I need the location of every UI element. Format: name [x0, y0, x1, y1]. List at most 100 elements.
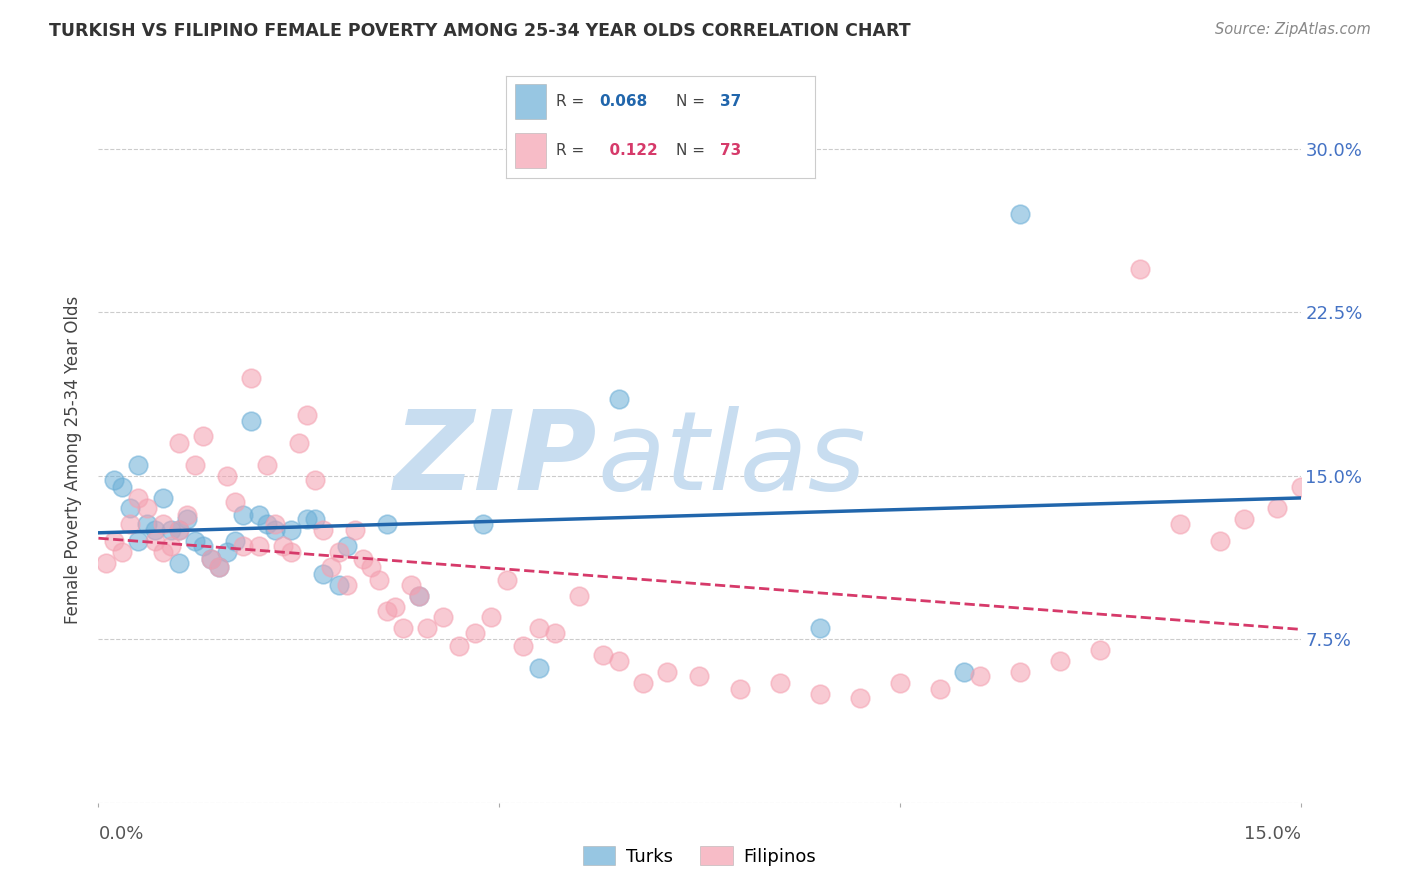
Point [689, 669, 711, 683]
Point [239, 370, 262, 384]
Bar [516, 133, 547, 168]
Point [360, 560, 382, 574]
Point [728, 682, 751, 697]
Point [529, 621, 551, 635]
Point [167, 556, 190, 570]
Point [769, 676, 792, 690]
Point [191, 429, 214, 443]
Text: 0.122: 0.122 [599, 144, 658, 158]
Point [208, 560, 231, 574]
Text: N =: N = [676, 94, 710, 109]
Text: 37: 37 [720, 94, 741, 109]
Point [1209, 534, 1232, 549]
Point [408, 589, 430, 603]
Point [103, 534, 125, 549]
Point [232, 508, 254, 522]
Point [399, 578, 422, 592]
Point [657, 665, 679, 679]
Text: R =: R = [555, 94, 589, 109]
Point [312, 566, 335, 581]
Point [295, 408, 318, 422]
Point [224, 495, 246, 509]
Point [176, 512, 198, 526]
Point [343, 523, 366, 537]
Point [416, 621, 439, 635]
Point [953, 665, 976, 679]
Point [408, 589, 430, 603]
Point [512, 639, 534, 653]
Point [464, 625, 486, 640]
Point [143, 523, 166, 537]
Text: N =: N = [676, 144, 710, 158]
Point [1010, 207, 1032, 221]
Point [111, 545, 134, 559]
Point [271, 539, 294, 553]
Point [1088, 643, 1111, 657]
Point [1170, 516, 1192, 531]
Point [384, 599, 406, 614]
Point [247, 539, 270, 553]
Point [152, 545, 174, 559]
Legend: Turks, Filipinos: Turks, Filipinos [575, 839, 824, 872]
Point [159, 523, 181, 537]
Point [336, 578, 359, 592]
Point [375, 604, 398, 618]
Point [929, 682, 952, 697]
Point [224, 534, 246, 549]
Point [111, 480, 134, 494]
Text: atlas: atlas [598, 406, 866, 513]
Point [312, 523, 335, 537]
Text: Source: ZipAtlas.com: Source: ZipAtlas.com [1215, 22, 1371, 37]
Point [191, 539, 214, 553]
Point [496, 574, 519, 588]
Point [263, 523, 285, 537]
Point [159, 539, 181, 553]
Text: 15.0%: 15.0% [1243, 825, 1301, 843]
Point [432, 610, 454, 624]
Text: 73: 73 [720, 144, 741, 158]
Point [633, 676, 655, 690]
Point [304, 473, 326, 487]
Point [319, 560, 342, 574]
Point [592, 648, 614, 662]
Point [176, 508, 198, 522]
Point [969, 669, 991, 683]
Point [200, 551, 222, 566]
Point [280, 523, 302, 537]
Point [232, 539, 254, 553]
Point [568, 589, 591, 603]
Point [1289, 480, 1312, 494]
Point [256, 458, 278, 472]
Point [1233, 512, 1256, 526]
Point [849, 691, 872, 706]
Point [304, 512, 326, 526]
Point [544, 625, 567, 640]
Point [152, 491, 174, 505]
Point [183, 458, 205, 472]
Point [215, 468, 238, 483]
Point [256, 516, 278, 531]
Text: R =: R = [555, 144, 589, 158]
Point [167, 523, 190, 537]
Point [280, 545, 302, 559]
Point [263, 516, 285, 531]
Point [120, 516, 142, 531]
Text: 0.0%: 0.0% [98, 825, 143, 843]
Point [336, 539, 359, 553]
Point [889, 676, 911, 690]
Point [143, 534, 166, 549]
Point [392, 621, 415, 635]
Point [609, 392, 631, 407]
Point [128, 458, 150, 472]
Point [247, 508, 270, 522]
Point [103, 473, 125, 487]
Point [167, 523, 190, 537]
Text: 0.068: 0.068 [599, 94, 647, 109]
Point [295, 512, 318, 526]
Point [288, 436, 311, 450]
Point [808, 621, 831, 635]
Point [472, 516, 495, 531]
Point [128, 534, 150, 549]
Point [328, 578, 350, 592]
Point [479, 610, 502, 624]
